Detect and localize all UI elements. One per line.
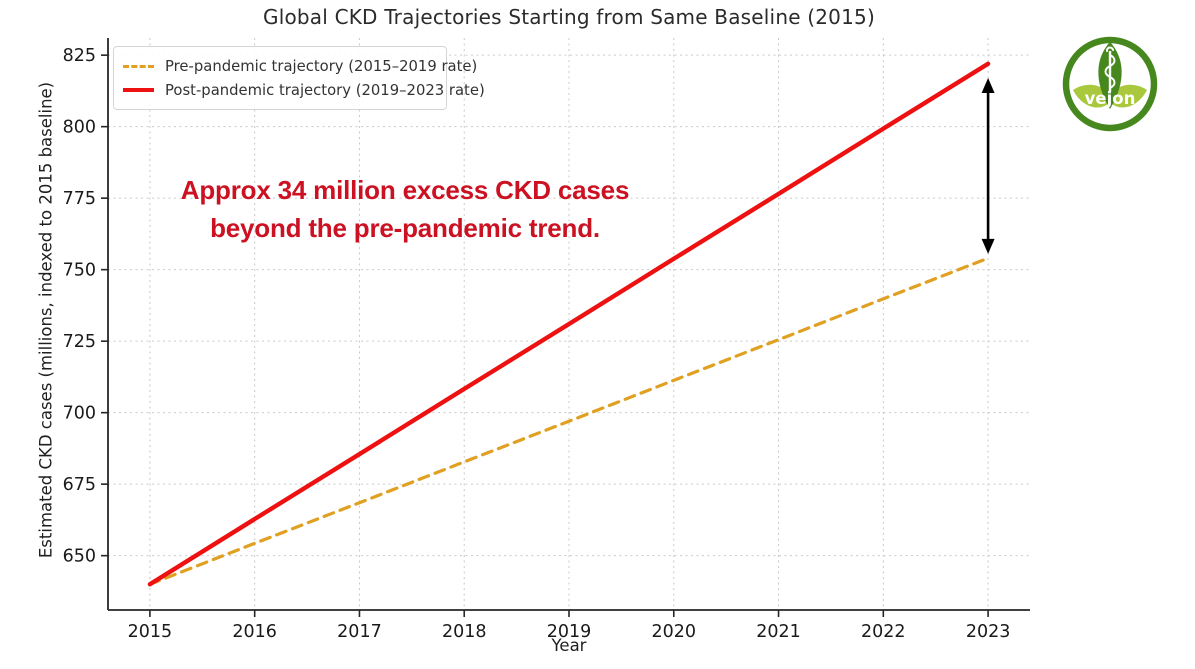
legend-label-post-pandemic: Post-pandemic trajectory (2019–2023 rate…: [165, 81, 485, 99]
x-axis-label: Year: [551, 636, 587, 655]
chart-title: Global CKD Trajectories Starting from Sa…: [263, 5, 875, 29]
svg-text:2020: 2020: [651, 622, 696, 642]
svg-text:800: 800: [63, 118, 96, 138]
legend: Pre-pandemic trajectory (2015–2019 rate)…: [113, 46, 485, 110]
annotation-line-2: beyond the pre-pandemic trend.: [210, 213, 600, 243]
pre-pandemic-dashed-line-sample: [123, 64, 154, 68]
excess-cases-annotation: Approx 34 million excess CKD cases beyon…: [143, 171, 667, 247]
vejon-logo-image: vejon: [1062, 36, 1158, 132]
y-axis-label: Estimated CKD cases (millions, indexed t…: [36, 81, 56, 559]
svg-text:825: 825: [63, 46, 96, 66]
svg-text:750: 750: [63, 261, 96, 281]
legend-item-pre-pandemic: Pre-pandemic trajectory (2015–2019 rate): [123, 54, 477, 78]
trajectory-lines: [147, 61, 991, 587]
axis-tick-marks: [101, 54, 989, 617]
rod-of-asclepius-icon: [1104, 46, 1116, 92]
svg-text:775: 775: [63, 189, 96, 209]
annotation-line-1: Approx 34 million excess CKD cases: [180, 175, 630, 205]
excess-gap-arrow: [981, 78, 995, 254]
post-pandemic-solid-line-sample: [123, 88, 154, 92]
svg-text:2018: 2018: [442, 622, 487, 642]
svg-text:2021: 2021: [756, 622, 801, 642]
svg-text:2017: 2017: [337, 622, 382, 642]
logo-wordmark: vejon: [1085, 89, 1136, 108]
svg-text:2023: 2023: [966, 622, 1011, 642]
axis-tick-labels: 650 675 700 725 750 775 800 825 2015 2016 2017 2018…: [63, 46, 1011, 642]
svg-text:675: 675: [63, 475, 96, 495]
vejon-logo: vejon: [1060, 34, 1160, 134]
svg-text:2015: 2015: [128, 622, 173, 642]
legend-item-post-pandemic: Post-pandemic trajectory (2019–2023 rate…: [123, 78, 485, 102]
svg-text:650: 650: [63, 547, 96, 567]
svg-text:2016: 2016: [232, 622, 277, 642]
svg-text:2022: 2022: [861, 622, 906, 642]
svg-text:700: 700: [63, 404, 96, 424]
svg-text:2019: 2019: [547, 622, 592, 642]
legend-label-pre-pandemic: Pre-pandemic trajectory (2015–2019 rate): [165, 57, 478, 75]
svg-text:725: 725: [63, 332, 96, 352]
